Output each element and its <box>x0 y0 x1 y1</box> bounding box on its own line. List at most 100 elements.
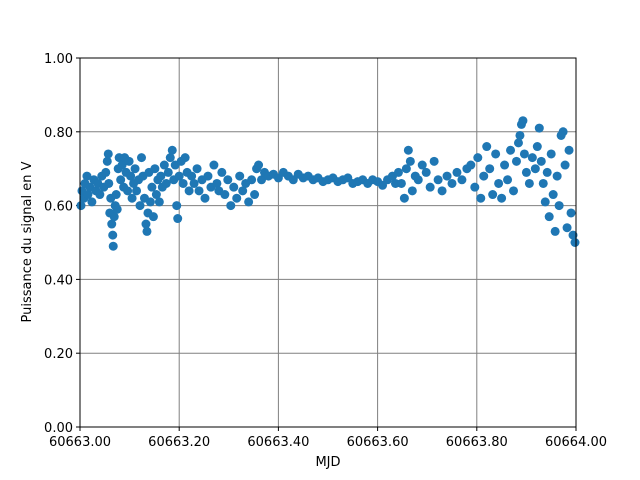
point <box>396 178 406 188</box>
point <box>180 153 190 163</box>
point <box>220 190 230 200</box>
point <box>154 197 164 207</box>
point <box>250 190 260 200</box>
point <box>194 186 204 196</box>
point <box>564 145 574 155</box>
point <box>442 171 452 181</box>
point <box>488 190 498 200</box>
point <box>470 182 480 192</box>
point <box>212 178 222 188</box>
point <box>257 175 267 185</box>
point <box>568 230 578 240</box>
point <box>405 156 415 166</box>
point <box>544 212 554 222</box>
point <box>104 178 114 188</box>
point <box>527 153 537 163</box>
point <box>229 182 239 192</box>
point <box>552 171 562 181</box>
point <box>473 153 483 163</box>
point <box>401 164 411 174</box>
point <box>532 142 542 152</box>
point <box>254 160 264 170</box>
point <box>550 226 560 236</box>
point <box>524 178 534 188</box>
point <box>159 160 169 170</box>
point <box>513 138 523 148</box>
point <box>147 182 157 192</box>
point <box>127 193 137 203</box>
point <box>566 208 576 218</box>
point <box>165 153 175 163</box>
point <box>142 226 152 236</box>
point <box>148 212 158 222</box>
point <box>137 153 147 163</box>
point <box>161 178 171 188</box>
point <box>417 160 427 170</box>
point <box>103 149 113 159</box>
x-tick-label: 60663.00 <box>49 435 111 450</box>
point <box>226 201 236 211</box>
point <box>173 214 183 224</box>
point <box>76 201 86 211</box>
point <box>203 171 213 181</box>
point <box>546 149 556 159</box>
point <box>494 178 504 188</box>
x-tick-label: 60663.80 <box>446 435 508 450</box>
point <box>485 164 495 174</box>
point <box>399 193 409 203</box>
x-axis-label: MJD <box>315 455 340 470</box>
point <box>530 164 540 174</box>
point <box>538 178 548 188</box>
point <box>107 219 117 229</box>
point <box>192 164 202 174</box>
point <box>123 186 133 196</box>
x-tick-label: 60663.40 <box>247 435 309 450</box>
point <box>393 167 403 177</box>
point <box>542 167 552 177</box>
point <box>117 160 127 170</box>
point <box>151 190 161 200</box>
point <box>466 160 476 170</box>
point <box>87 197 97 207</box>
y-tick-label: 0.00 <box>44 421 73 436</box>
point <box>482 142 492 152</box>
point <box>135 201 145 211</box>
point <box>247 175 257 185</box>
x-tick-label: 60663.60 <box>347 435 409 450</box>
point <box>101 167 111 177</box>
point <box>184 186 194 196</box>
point <box>244 197 254 207</box>
point <box>476 193 486 203</box>
x-tick-label: 60663.20 <box>148 435 210 450</box>
point <box>506 145 516 155</box>
y-axis-label: Puissance du signal en V <box>20 161 35 322</box>
x-tick-label: 60664.00 <box>545 435 607 450</box>
y-tick-label: 0.20 <box>44 347 73 362</box>
point <box>554 201 564 211</box>
point <box>156 171 166 181</box>
y-tick-label: 1.00 <box>44 52 73 67</box>
point <box>509 186 519 196</box>
point <box>178 178 188 188</box>
point <box>209 160 219 170</box>
point <box>500 160 510 170</box>
point <box>172 201 182 211</box>
point <box>503 175 513 185</box>
point <box>217 167 227 177</box>
point <box>407 186 417 196</box>
point <box>108 230 118 240</box>
point <box>511 156 521 166</box>
point <box>232 193 242 203</box>
point <box>479 171 489 181</box>
y-tick-label: 0.80 <box>44 126 73 141</box>
point <box>109 212 119 222</box>
point <box>536 156 546 166</box>
point <box>433 175 443 185</box>
point <box>145 197 155 207</box>
y-tick-label: 0.60 <box>44 200 73 215</box>
point <box>102 156 112 166</box>
point <box>560 160 570 170</box>
point <box>189 178 199 188</box>
